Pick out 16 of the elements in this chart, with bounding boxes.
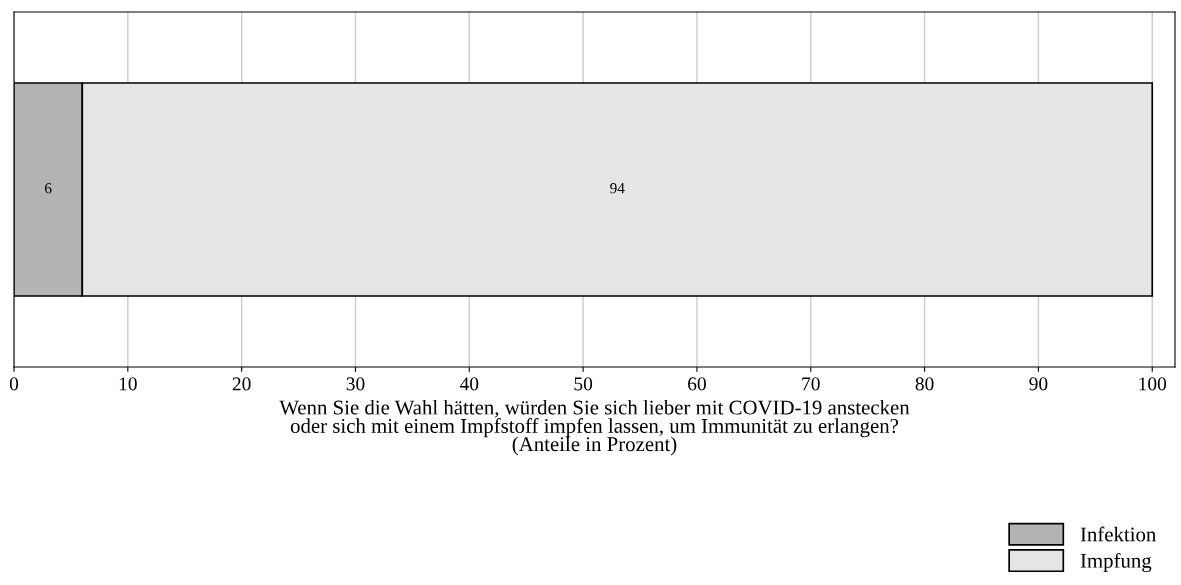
x-tick-label: 100: [1139, 377, 1167, 391]
legend-label: Infektion: [1080, 526, 1157, 542]
x-tick-label: 50: [574, 377, 593, 391]
x-tick-label: 0: [9, 377, 19, 391]
x-tick-label: 30: [346, 377, 365, 391]
x-tick-label: 70: [802, 377, 820, 391]
data-label: 94: [610, 183, 625, 194]
x-tick-label: 80: [915, 377, 934, 391]
x-tick-label: 40: [459, 377, 479, 391]
x-tick-label: 20: [232, 377, 251, 391]
x-tick-label: 60: [688, 377, 706, 391]
legend-label: Impfung: [1080, 552, 1152, 573]
data-label: 6: [44, 183, 52, 194]
x-axis-title: Wenn Sie die Wahl hätten, würden Sie sich lieber mit COVID-19 anstecken oder sich mit einem Impfstoff impfen lassen, um Immunität zu erlangen? (Anteile in Prozent): [279, 399, 910, 456]
x-tick-label: 90: [1029, 377, 1048, 391]
x-tick-label: 10: [119, 377, 137, 391]
